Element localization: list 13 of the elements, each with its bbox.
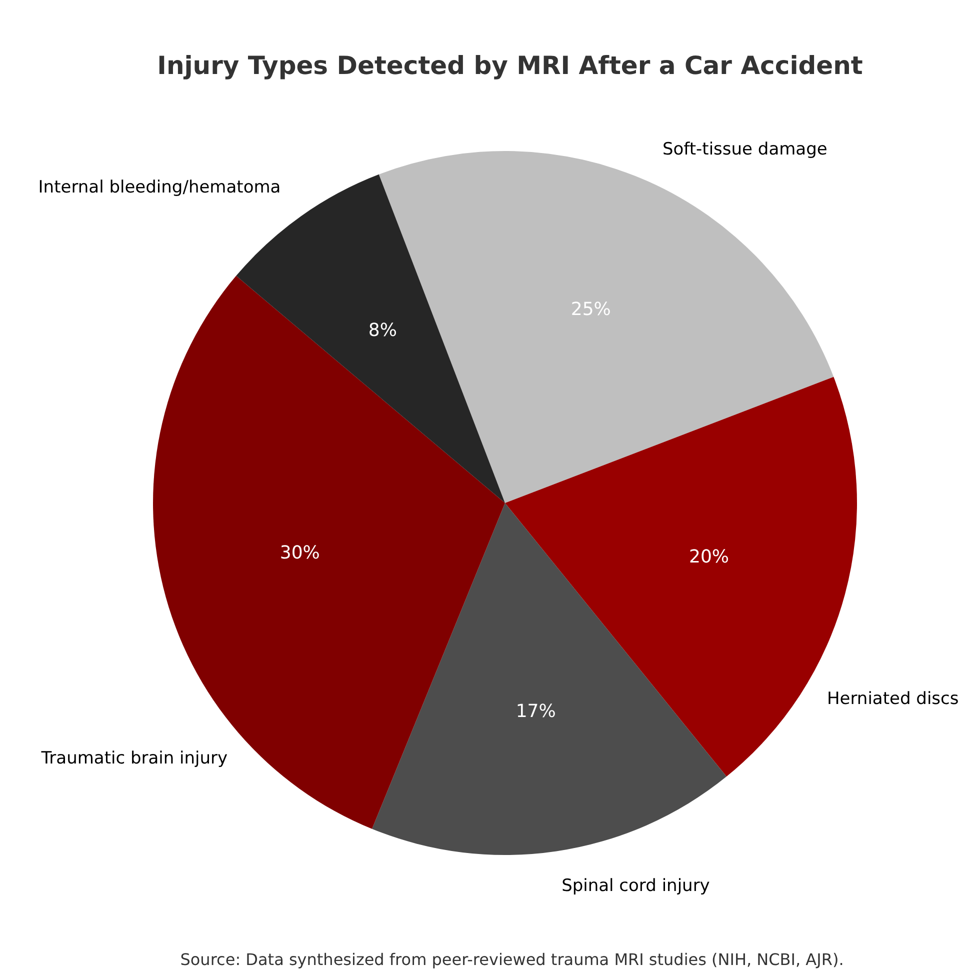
chart-title: Injury Types Detected by MRI After a Car Accident xyxy=(157,51,863,80)
slice-label: Traumatic brain injury xyxy=(40,748,228,768)
source-note: Source: Data synthesized from peer-reviewed trauma MRI studies (NIH, NCBI, AJR). xyxy=(180,950,844,969)
pie-slice xyxy=(372,503,727,855)
slice-label: Herniated discs xyxy=(827,689,959,710)
data-label: 8% xyxy=(368,320,397,341)
data-label: 20% xyxy=(688,546,730,568)
data-label: 17% xyxy=(516,700,556,722)
slice-label: Soft-tissue damage xyxy=(662,139,828,160)
data-label: 30% xyxy=(280,542,320,564)
slice-label: Spinal cord injury xyxy=(562,876,710,896)
data-label: 25% xyxy=(570,299,611,320)
slice-label: Internal bleeding/hematoma xyxy=(38,177,281,198)
